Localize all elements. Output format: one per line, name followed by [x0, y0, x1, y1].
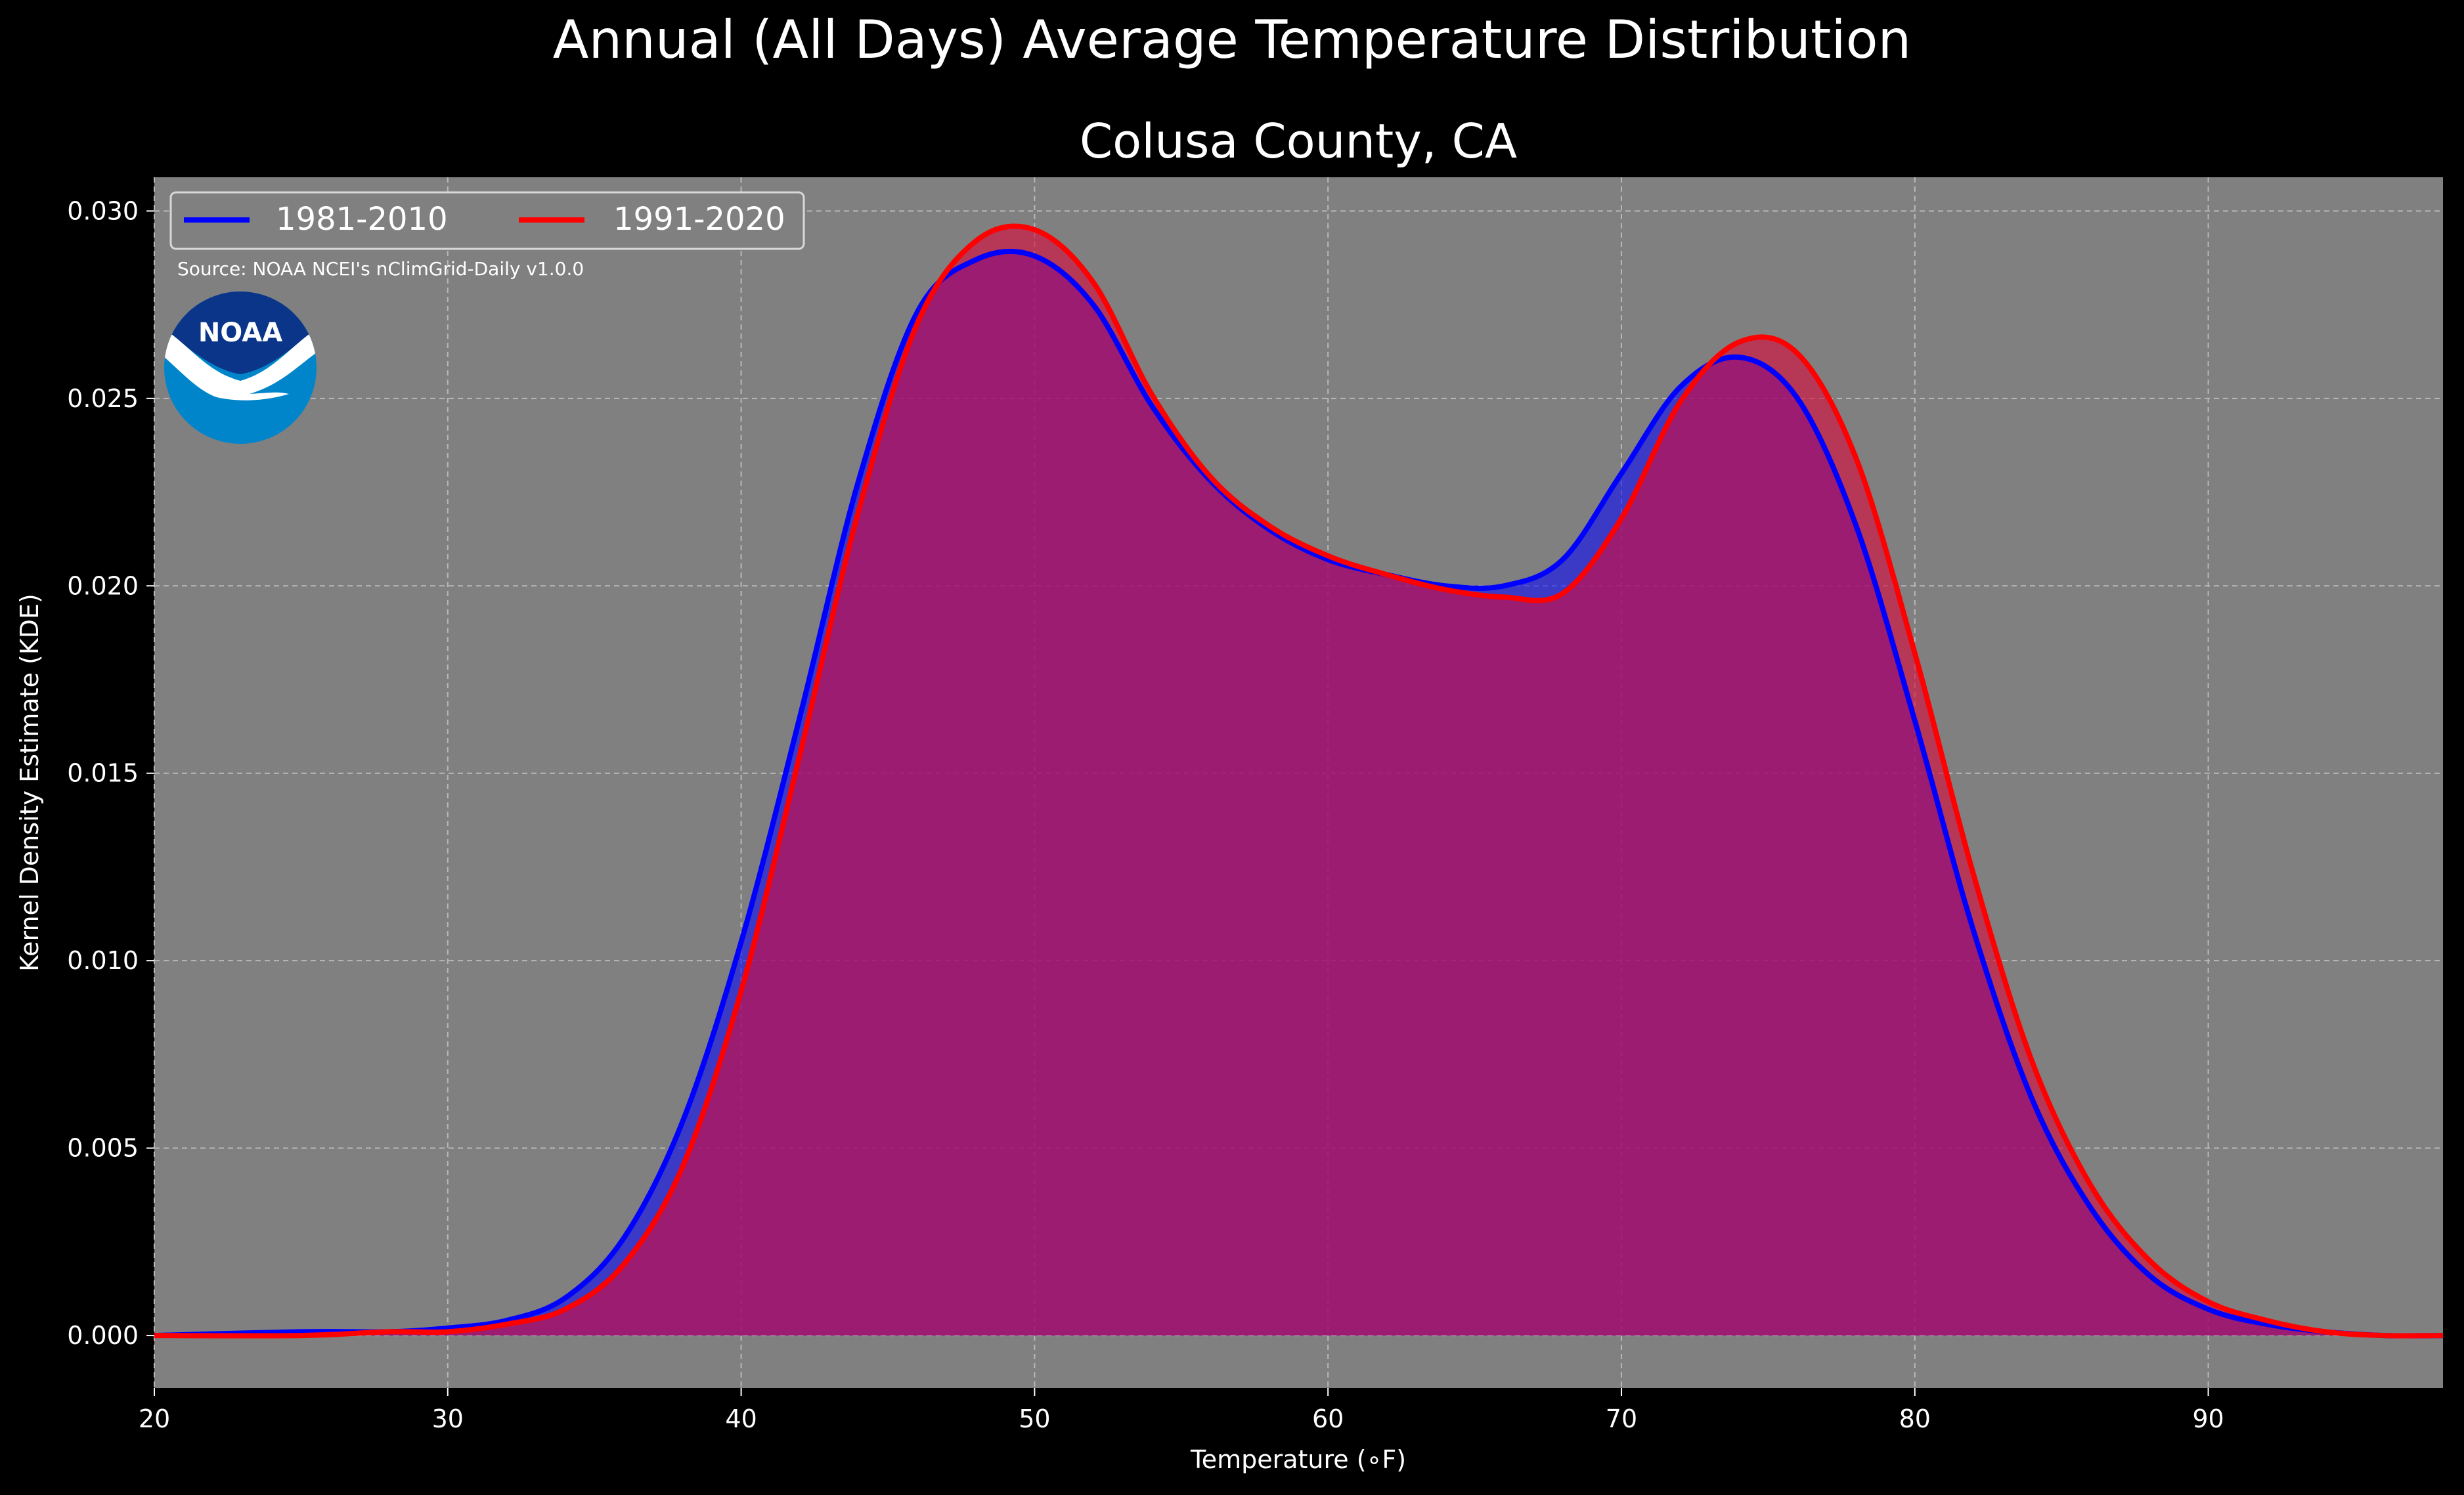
y-tick-label: 0.005: [67, 1134, 139, 1163]
noaa-logo: NOAA: [164, 292, 317, 444]
x-tick-label: 20: [139, 1404, 170, 1433]
legend: 1981-2010 1991-2020: [169, 191, 805, 250]
x-tick-label: 50: [1019, 1404, 1050, 1433]
y-tick-label: 0.010: [67, 946, 139, 975]
y-tick-label: 0.020: [67, 571, 139, 600]
y-tick-label: 0.015: [67, 759, 139, 788]
chart-title: Colusa County, CA: [1080, 114, 1517, 169]
x-tick-label: 30: [432, 1404, 464, 1433]
density-lines: [154, 223, 2444, 1339]
legend-frame: [169, 191, 805, 250]
y-tick-label: 0.025: [67, 384, 139, 413]
y-axis-label: Kernel Density Estimate (KDE): [15, 594, 44, 972]
logo-sky: [164, 292, 317, 374]
x-tick-label: 90: [2192, 1404, 2224, 1433]
y-tick-label: 0.030: [67, 196, 139, 225]
figure-suptitle: Annual (All Days) Average Temperature Di…: [552, 9, 1912, 70]
x-axis-ticks: 20 30 40 50 60 70 80 90: [139, 1388, 2224, 1433]
logo-text: NOAA: [198, 318, 282, 348]
x-tick-label: 60: [1312, 1404, 1344, 1433]
y-tick-label: 0.000: [67, 1321, 139, 1350]
legend-label-1991-2020: 1991-2020: [613, 201, 785, 238]
density-line-1981-2010: [154, 248, 2444, 1339]
legend-label-1981-2010: 1981-2010: [276, 201, 448, 238]
source-note: Source: NOAA NCEI's nClimGrid-Daily v1.0…: [177, 258, 584, 280]
x-axis-label: Temperature (∘F): [1190, 1445, 1406, 1474]
x-tick-label: 70: [1606, 1404, 1637, 1433]
x-tick-label: 40: [725, 1404, 757, 1433]
y-axis-ticks: 0.000 0.005 0.010 0.015 0.020 0.025 0.030: [67, 196, 154, 1350]
x-tick-label: 80: [1899, 1404, 1931, 1433]
density-line-1991-2020: [154, 223, 2444, 1339]
logo-bird-wave: [164, 325, 317, 401]
